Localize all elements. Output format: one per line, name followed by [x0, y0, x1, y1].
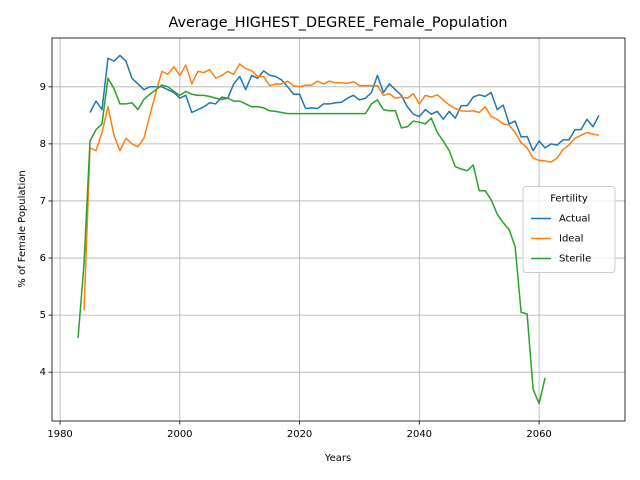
legend-label: Ideal	[559, 234, 583, 245]
legend-label: Actual	[559, 214, 590, 225]
series-line	[89, 54, 600, 152]
series-line	[77, 77, 546, 405]
legend-label: Sterile	[559, 254, 591, 265]
y-tick-label: 8	[40, 139, 46, 150]
legend: Fertility Actual Ideal Sterile	[522, 186, 616, 273]
x-tick-label: 2000	[167, 429, 192, 440]
x-tick-label: 2040	[407, 429, 432, 440]
x-tick-label: 2060	[526, 429, 551, 440]
y-tick-label: 6	[40, 253, 46, 264]
plot-frame	[51, 37, 626, 422]
y-tick-label: 7	[40, 196, 46, 207]
chart-title: Average_HIGHEST_DEGREE_Female_Population	[168, 15, 507, 31]
legend-title: Fertility	[550, 194, 588, 205]
x-tick-label: 2020	[287, 429, 312, 440]
y-tick-label: 4	[40, 367, 46, 378]
y-axis-label: % of Female Population	[17, 170, 28, 287]
series-line	[83, 63, 600, 311]
x-tick-label: 1980	[47, 429, 72, 440]
y-tick-label: 5	[40, 310, 46, 321]
y-tick-label: 9	[40, 82, 46, 93]
x-axis-label: Years	[324, 453, 351, 464]
legend-box	[522, 186, 616, 273]
